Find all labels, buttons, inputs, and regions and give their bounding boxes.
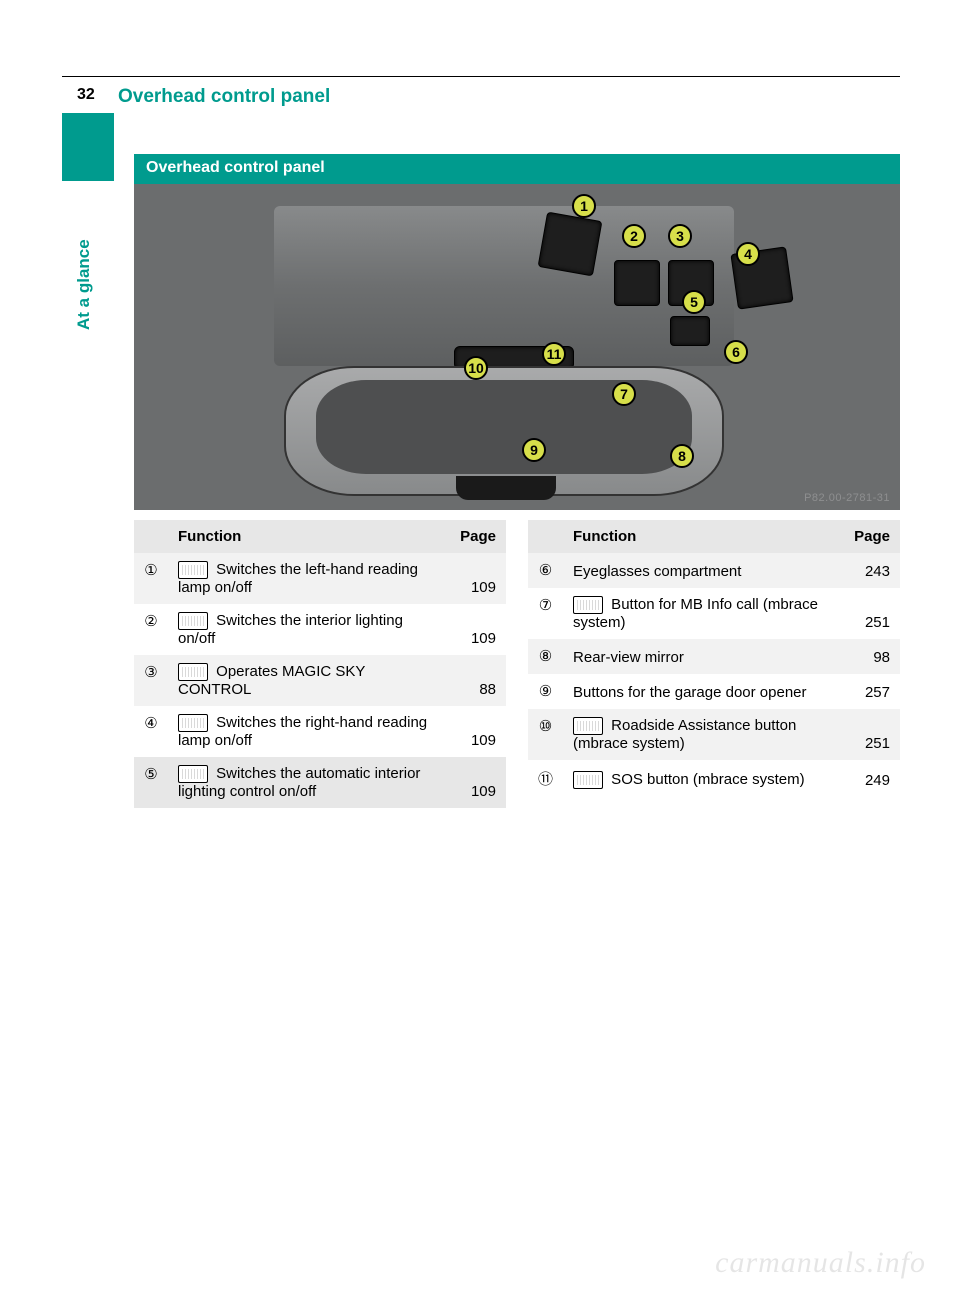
watermark: carmanuals.info [715, 1246, 926, 1280]
callout-1: 1 [572, 194, 596, 218]
button-icon [178, 612, 208, 630]
row-function: Button for MB Info call (mbrace system) [563, 588, 844, 639]
row-page: 109 [450, 553, 506, 604]
button-icon [178, 714, 208, 732]
panel-button [538, 212, 603, 277]
row-ref: ⑥ [528, 553, 563, 588]
row-ref: ⑦ [528, 588, 563, 639]
callout-2: 2 [622, 224, 646, 248]
tables-area: Function Page ① Switches the left-hand r… [134, 520, 900, 808]
mirror-base [456, 476, 556, 500]
row-function: Rear-view mirror [563, 639, 844, 674]
callout-5: 5 [682, 290, 706, 314]
page-number: 32 [77, 86, 95, 104]
callout-6: 6 [724, 340, 748, 364]
row-ref: ④ [134, 706, 168, 757]
left-table: Function Page ① Switches the left-hand r… [134, 520, 506, 808]
callout-3: 3 [668, 224, 692, 248]
row-page: 251 [844, 588, 900, 639]
page: 32 Overhead control panel At a glance Ov… [0, 0, 960, 1302]
button-icon [573, 596, 603, 614]
button-icon [178, 663, 208, 681]
row-page: 249 [844, 760, 900, 797]
row-page: 98 [844, 639, 900, 674]
row-ref: ⑩ [528, 709, 563, 760]
row-function: SOS button (mbrace system) [563, 760, 844, 797]
row-function: Roadside Assistance button (mbrace syste… [563, 709, 844, 760]
left-header-function: Function [168, 520, 450, 553]
diagram-area: 1234567891011 P82.00-2781-31 [134, 184, 900, 510]
row-page: 251 [844, 709, 900, 760]
row-function: Switches the right-hand reading lamp on/… [168, 706, 450, 757]
row-function: Buttons for the garage door opener [563, 674, 844, 709]
callout-10: 10 [464, 356, 488, 380]
row-function: Eyeglasses compartment [563, 553, 844, 588]
row-page: 88 [450, 655, 506, 706]
callout-7: 7 [612, 382, 636, 406]
rear-view-mirror [284, 366, 724, 496]
callout-4: 4 [736, 242, 760, 266]
button-icon [178, 765, 208, 783]
row-function: Switches the interior lighting on/off [168, 604, 450, 655]
right-table: Function Page ⑥Eyeglasses compartment243… [528, 520, 900, 808]
row-ref: ② [134, 604, 168, 655]
button-icon [178, 561, 208, 579]
callout-8: 8 [670, 444, 694, 468]
button-icon [573, 717, 603, 735]
row-ref: ⑤ [134, 757, 168, 808]
right-header-page: Page [844, 520, 900, 553]
row-ref: ⑨ [528, 674, 563, 709]
top-divider [62, 76, 900, 77]
row-function: Switches the automatic interior lighting… [168, 757, 450, 808]
diagram-code: P82.00-2781-31 [804, 492, 890, 504]
side-tab-label: At a glance [74, 239, 94, 330]
button-icon [573, 771, 603, 789]
row-function: Switches the left-hand reading lamp on/o… [168, 553, 450, 604]
row-page: 109 [450, 706, 506, 757]
right-header-function: Function [563, 520, 844, 553]
row-ref: ⑧ [528, 639, 563, 674]
row-ref: ③ [134, 655, 168, 706]
callout-11: 11 [542, 342, 566, 366]
row-page: 109 [450, 604, 506, 655]
row-page: 243 [844, 553, 900, 588]
panel-button [614, 260, 660, 306]
page-title: Overhead control panel [118, 86, 330, 108]
row-ref: ① [134, 553, 168, 604]
overhead-panel [274, 206, 734, 366]
section-heading: Overhead control panel [134, 154, 900, 184]
row-page: 257 [844, 674, 900, 709]
row-page: 109 [450, 757, 506, 808]
left-header-page: Page [450, 520, 506, 553]
panel-button [670, 316, 710, 346]
callout-9: 9 [522, 438, 546, 462]
row-function: Operates MAGIC SKY CONTROL [168, 655, 450, 706]
corner-block [62, 113, 114, 181]
row-ref: ⑪ [528, 760, 563, 797]
